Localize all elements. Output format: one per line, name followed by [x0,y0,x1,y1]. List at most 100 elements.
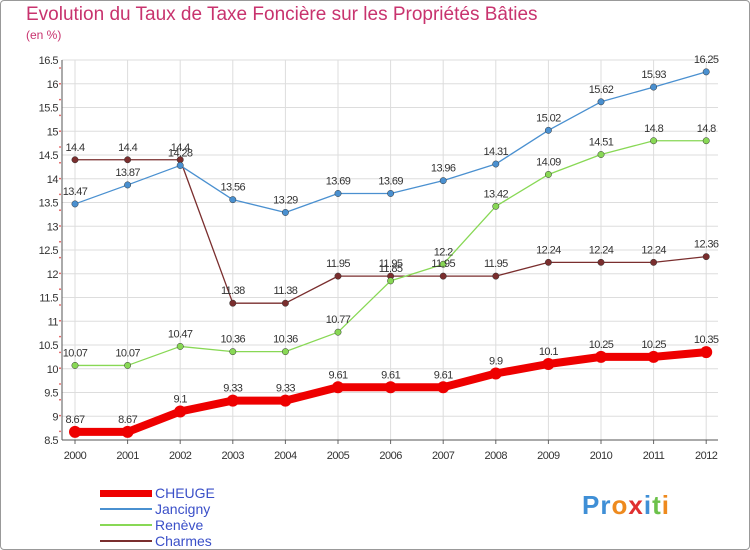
data-label: 13.96 [431,163,456,175]
data-point [69,425,81,438]
data-point [229,299,237,307]
x-tick-label: 2000 [64,450,87,462]
data-point [542,358,555,370]
y-tick-label: 14.5 [39,150,59,162]
data-label: 11.95 [484,258,508,270]
legend-item: Renève [100,517,300,533]
axis-dot [59,256,61,259]
data-point [281,299,289,307]
axis-dot [59,114,61,117]
data-label: 16.25 [694,54,719,66]
data-label: 9.61 [434,369,453,381]
data-point [384,381,397,394]
legend-swatch [100,540,152,542]
data-label: 10.07 [63,347,88,359]
data-point [334,190,342,197]
axis-dot [59,240,61,243]
y-tick-label: 10 [47,364,59,376]
y-tick-label: 12.5 [39,245,59,257]
data-label: 10.1 [539,346,558,358]
x-tick-label: 2005 [327,450,350,462]
data-label: 9.61 [381,369,400,381]
y-tick-label: 10.5 [39,340,59,352]
data-label: 8.67 [65,414,84,426]
data-point [226,394,239,407]
data-point [387,277,395,285]
data-point [700,346,713,359]
data-point [702,137,710,145]
data-point [71,156,79,164]
x-tick-label: 2001 [116,450,139,462]
x-tick-label: 2004 [274,450,297,462]
x-tick-label: 2003 [222,450,245,462]
data-point [595,350,607,363]
chart-title: Evolution du Taux de Taxe Foncière sur l… [26,4,538,25]
data-label: 10.25 [641,339,666,351]
data-label: 12.2 [434,246,453,258]
data-point [437,381,450,394]
legend-swatch [100,489,152,497]
data-label: 10.07 [115,347,140,359]
x-tick-label: 2009 [537,450,560,462]
data-point [124,181,132,189]
data-point [597,258,605,266]
legend-swatch [100,524,152,526]
data-label: 12.24 [536,244,561,256]
data-label: 13.87 [115,167,140,179]
x-tick-label: 2006 [379,450,402,462]
axis-dot [59,335,61,338]
axis-dot [59,288,61,291]
legend-item: Jancigny [100,501,300,517]
data-label: 10.35 [694,334,719,346]
data-label: 15.62 [589,84,614,96]
axis-dot [59,67,61,69]
data-label: 13.69 [326,175,351,187]
y-tick-label: 13 [47,221,59,233]
data-point [334,328,342,336]
data-point [176,162,184,169]
data-label: 13.47 [63,186,88,198]
data-label: 10.36 [221,334,246,346]
data-label: 14.4 [118,142,137,154]
data-point [332,381,344,394]
data-point [439,272,447,280]
axis-dot [59,146,61,148]
data-point [439,177,447,185]
x-tick-label: 2007 [432,450,455,462]
data-label: 14.8 [697,123,716,135]
data-label: 8.67 [118,414,137,426]
data-label: 15.02 [536,112,561,124]
y-tick-label: 14 [47,174,59,186]
data-point [281,209,289,216]
data-label: 9.9 [489,356,503,368]
data-point [492,160,500,168]
legend-item: CHEUGE [100,485,300,501]
x-tick-label: 2011 [643,450,665,462]
unit-label: (en %) [26,28,62,42]
y-tick-label: 9.5 [44,388,58,400]
axis-dot [59,98,61,101]
data-label: 11.38 [221,285,245,297]
data-label: 9.1 [173,394,187,406]
axis-dot [59,304,61,306]
legend-label: Renève [155,517,204,533]
axis-dot [59,367,61,370]
data-label: 14.51 [589,137,614,149]
data-point [544,126,552,134]
x-tick-label: 2002 [169,450,192,462]
y-tick-label: 16 [47,79,59,91]
y-tick-label: 13.5 [39,198,59,210]
data-point [281,348,289,356]
data-label: 9.33 [223,383,242,395]
data-point [544,171,552,178]
data-point [334,272,342,280]
axis-dot [59,272,61,275]
data-point [702,253,710,261]
data-point [544,258,552,266]
data-label: 11.85 [379,263,403,275]
legend-label: CHEUGE [155,485,215,501]
axis-dot [59,319,61,322]
data-point [71,200,79,208]
legend-item: Charmes [100,533,300,549]
axis-dot [59,225,61,227]
